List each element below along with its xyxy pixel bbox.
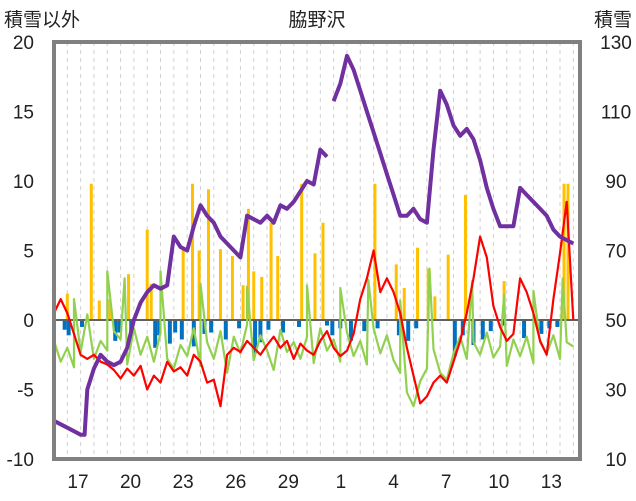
precip-bar: [113, 320, 118, 341]
snowfall-bar: [181, 247, 185, 320]
snowfall-bar: [127, 274, 131, 320]
snowfall-bar: [313, 253, 317, 320]
precip-bar: [167, 320, 172, 344]
precip-bar: [375, 320, 380, 329]
precip-bar: [330, 320, 335, 336]
precip-bar: [266, 320, 271, 330]
snowfall-bar: [241, 285, 245, 320]
y-right-tick-label: 110: [601, 103, 631, 124]
precip-bar: [480, 320, 485, 340]
snowfall-bar: [562, 183, 566, 320]
snowfall-bar: [145, 229, 149, 320]
precip-bar: [555, 320, 560, 327]
precip-bar: [539, 320, 544, 334]
x-tick-label: 20: [120, 472, 141, 493]
y-left-tick-label: 0: [23, 311, 34, 332]
snow-depth-line: [53, 147, 329, 437]
precip-bar: [173, 320, 178, 333]
x-tick-label: 13: [541, 472, 562, 493]
y-left-tick-label: 20: [13, 33, 34, 54]
precip-bar: [452, 320, 457, 357]
left-y-axis: 20 15 10 5 0 -5 -10: [7, 33, 34, 471]
plot-frame: [52, 40, 582, 461]
precip-bar: [179, 320, 184, 340]
right-axis-title: 積雪: [594, 9, 632, 31]
snowfall-bar: [402, 288, 406, 320]
snowfall-bar: [394, 264, 398, 320]
snowfall-bar: [218, 249, 222, 320]
snowfall-bar: [433, 296, 437, 320]
snowfall-bar: [276, 256, 280, 320]
snowfall-bar: [197, 250, 201, 320]
precip-bar: [406, 320, 411, 341]
precip-bar: [209, 320, 214, 333]
snow-depth-line: [331, 53, 575, 246]
x-tick-label: 23: [173, 472, 194, 493]
precip-bar: [348, 320, 353, 341]
snowfall-bar: [149, 283, 153, 320]
temp-a-line: [53, 200, 575, 408]
x-axis: 17 20 23 26 29 1 4 7 10 13: [67, 472, 562, 493]
precip-bar: [488, 320, 493, 332]
snowfall-bar: [446, 254, 450, 320]
snowfall-bar: [463, 194, 467, 320]
precip-bar: [253, 320, 258, 354]
precip-bar: [258, 320, 263, 343]
snowfall-bar: [321, 222, 325, 320]
snowfall-bar: [252, 271, 256, 320]
grid-lines: [66, 42, 574, 459]
precip-bar: [281, 320, 286, 333]
x-tick-label: 26: [225, 472, 246, 493]
y-right-tick-label: 90: [605, 172, 626, 193]
y-right-tick-label: 70: [605, 242, 626, 263]
right-y-axis: 130 110 90 70 50 30 10: [600, 33, 632, 471]
snowfall-bar: [190, 183, 194, 320]
snowfall-bar: [230, 256, 234, 320]
chart-title: 脇野沢: [288, 9, 345, 31]
snowfall-bar: [260, 276, 264, 320]
x-tick-label: 29: [278, 472, 299, 493]
snowfall-bar: [300, 183, 304, 320]
precip-bar: [223, 320, 228, 340]
line-series: [52, 53, 575, 437]
precip-bar: [66, 320, 71, 336]
snowfall-bar: [89, 183, 93, 320]
snowfall-bar: [416, 247, 420, 320]
x-tick-label: 1: [336, 472, 347, 493]
y-right-tick-label: 50: [605, 311, 626, 332]
precip-bar: [414, 320, 419, 329]
snowfall-bar: [206, 189, 210, 320]
y-right-tick-label: 30: [605, 381, 626, 402]
snowfall-bar: [566, 183, 570, 320]
snowfall-bar: [269, 222, 273, 320]
precip-bar: [362, 320, 367, 332]
y-left-tick-label: 10: [13, 172, 34, 193]
snowfall-bar: [246, 208, 250, 320]
precip-bar: [157, 320, 162, 336]
left-axis-title: 積雪以外: [4, 9, 80, 31]
precip-bar: [117, 320, 122, 333]
y-right-tick-label: 130: [600, 33, 632, 54]
snowfall-bar: [97, 300, 101, 320]
y-left-tick-label: -10: [7, 450, 34, 471]
precip-bar: [396, 320, 401, 336]
precip-bar: [522, 320, 527, 339]
snowfall-bar: [108, 299, 112, 320]
x-tick-label: 7: [441, 472, 452, 493]
precip-bar: [79, 320, 84, 327]
x-tick-label: 4: [388, 472, 399, 493]
precip-bar: [62, 320, 67, 330]
precip-bar: [324, 320, 329, 326]
y-right-tick-label: 10: [605, 450, 626, 471]
precip-bar: [237, 320, 242, 329]
x-tick-label: 10: [488, 472, 509, 493]
y-left-tick-label: 5: [23, 242, 34, 263]
y-left-tick-label: -5: [17, 381, 34, 402]
precip-bar: [153, 320, 158, 348]
precip-bar: [297, 320, 302, 327]
snowfall-bar: [65, 293, 69, 320]
y-left-tick-label: 15: [13, 103, 34, 124]
x-tick-label: 17: [67, 472, 88, 493]
